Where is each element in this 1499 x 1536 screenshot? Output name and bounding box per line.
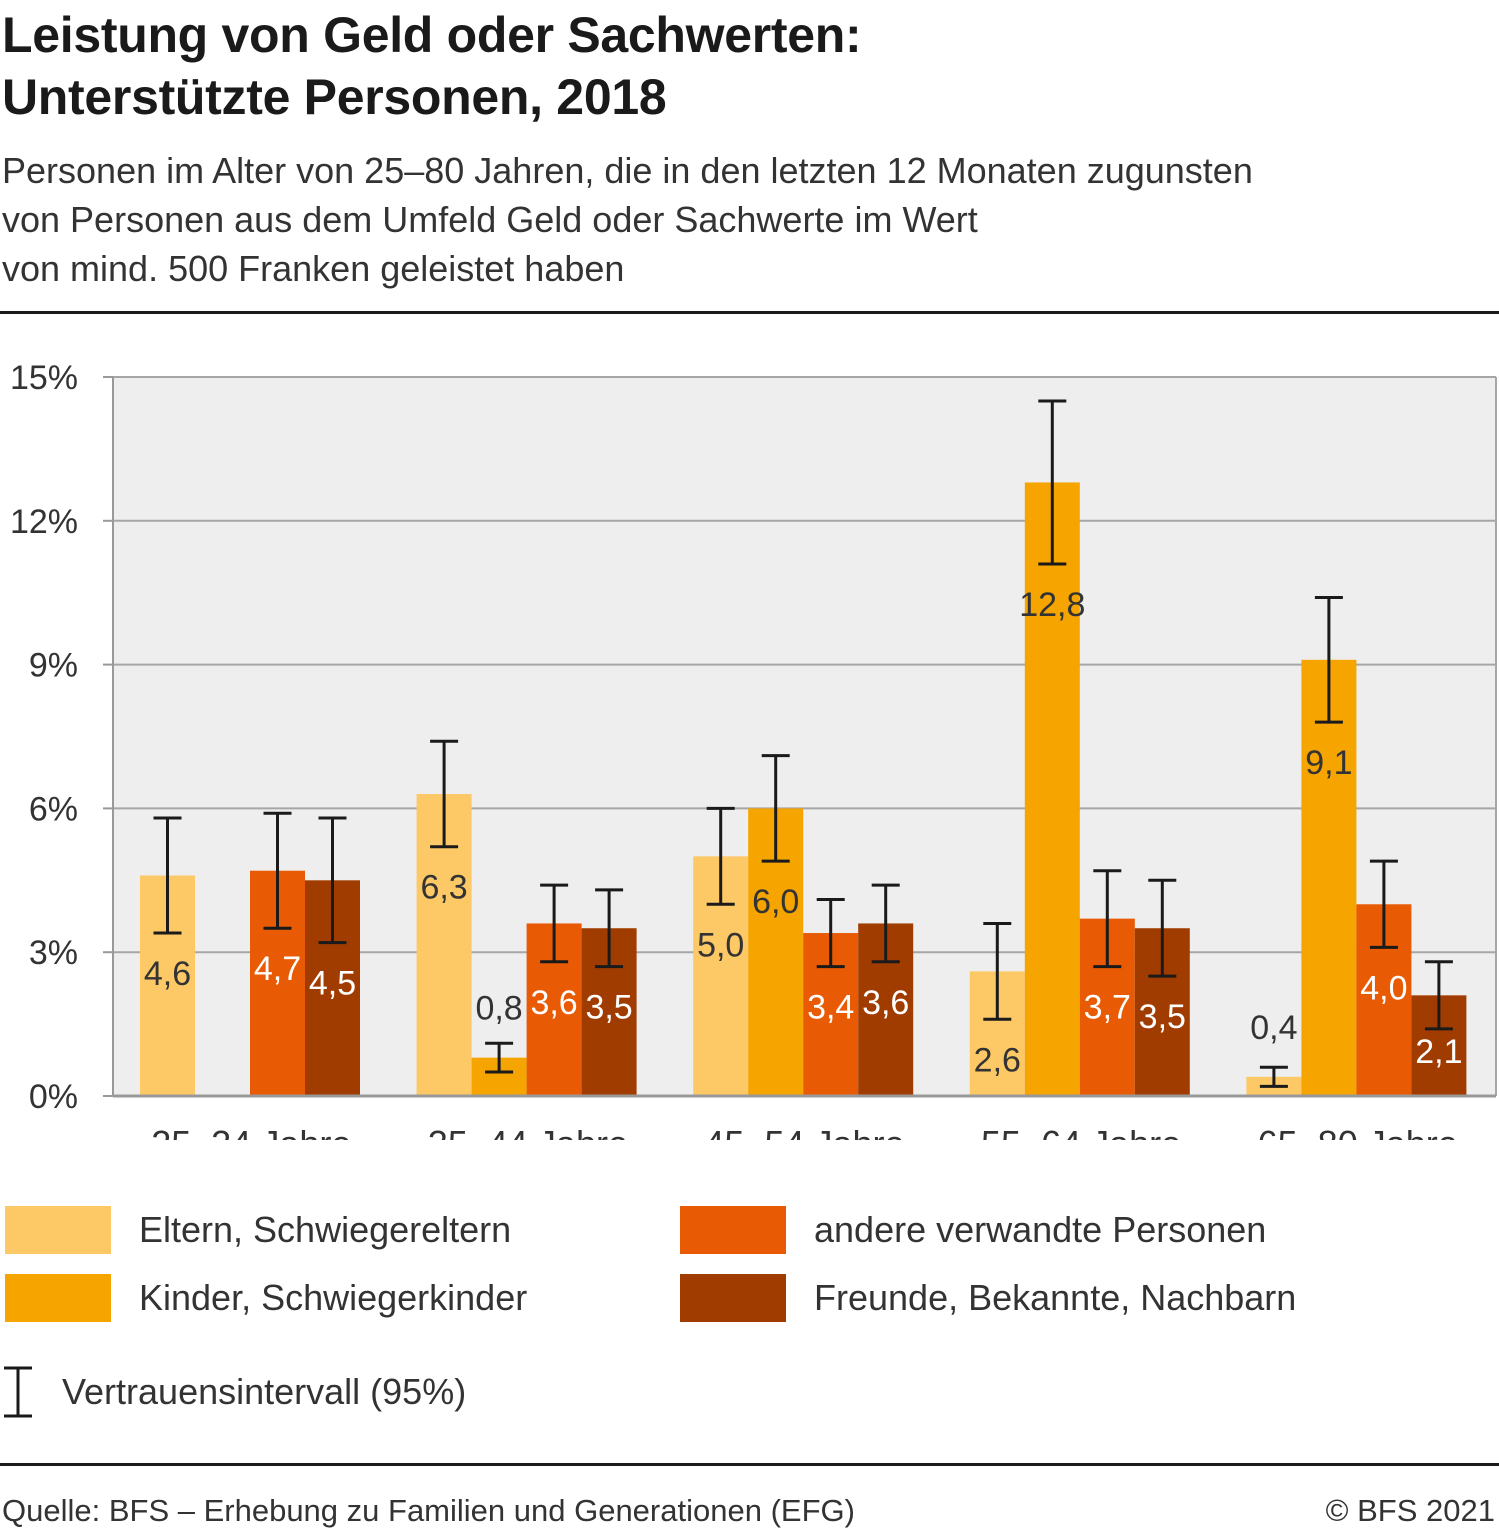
bar	[1024, 482, 1080, 1096]
data-label: 2,1	[1415, 1033, 1462, 1071]
error-bar-icon	[4, 1366, 32, 1418]
legend-label-freunde: Freunde, Bekannte, Nachbarn	[814, 1277, 1297, 1318]
data-label: 4,5	[309, 965, 356, 1003]
legend-swatch-freunde	[680, 1274, 786, 1322]
chart-title-line-1: Leistung von Geld oder Sachwerten:	[2, 7, 862, 63]
copyright-note: © BFS 2021	[1325, 1493, 1495, 1528]
data-label: 0,4	[1250, 1009, 1297, 1047]
data-label: 4,6	[144, 955, 191, 993]
data-label: 3,6	[862, 984, 909, 1022]
data-label: 5,0	[697, 926, 744, 964]
data-label: 4,0	[1360, 969, 1407, 1007]
legend-item-kinder: Kinder, Schwiegerkinder	[5, 1273, 527, 1323]
legend-item-freunde: Freunde, Bekannte, Nachbarn	[680, 1273, 1296, 1323]
data-label: 3,4	[807, 989, 854, 1027]
y-tick-label: 9%	[29, 647, 78, 685]
y-tick-label: 6%	[29, 790, 78, 828]
data-label: 3,5	[1139, 998, 1186, 1036]
data-label: 2,6	[974, 1041, 1021, 1079]
legend-label-eltern: Eltern, Schwiegereltern	[139, 1209, 512, 1250]
data-label: 0,8	[475, 990, 522, 1028]
data-label: 3,6	[530, 984, 577, 1022]
chart-subtitle-line-3: von mind. 500 Franken geleistet haben	[2, 248, 625, 289]
legend-swatch-eltern	[5, 1206, 111, 1254]
x-category-label: 35–44 Jahre	[428, 1123, 628, 1140]
chart-subtitle-line-2: von Personen aus dem Umfeld Geld oder Sa…	[2, 199, 978, 240]
legend-item-confidence-interval: Vertrauensintervall (95%)	[0, 1364, 466, 1420]
chart-subtitle: Personen im Alter von 25–80 Jahren, die …	[2, 146, 1253, 293]
legend-label-andere-verwandte: andere verwandte Personen	[814, 1209, 1267, 1250]
source-note: Quelle: BFS – Erhebung zu Familien und G…	[2, 1493, 855, 1528]
legend-item-eltern: Eltern, Schwiegereltern	[5, 1205, 511, 1255]
y-tick-label: 15%	[10, 359, 78, 397]
legend-swatch-kinder	[5, 1274, 111, 1322]
top-divider	[0, 311, 1499, 314]
x-category-label: 65–80 Jahre	[1258, 1123, 1458, 1140]
data-label: 4,7	[254, 950, 301, 988]
legend-label-confidence-interval: Vertrauensintervall (95%)	[62, 1371, 467, 1412]
chart-subtitle-line-1: Personen im Alter von 25–80 Jahren, die …	[2, 150, 1253, 191]
bar-chart: 0% 3% 6% 9% 12% 15% 4,6 4,74,5 25–34 Jahre 6,3 0,8…	[10, 359, 1497, 1140]
data-label: 6,0	[752, 883, 799, 921]
data-label: 6,3	[420, 869, 467, 907]
chart-title-line-2: Unterstützte Personen, 2018	[2, 69, 667, 125]
bar	[1301, 659, 1357, 1096]
data-label: 3,7	[1084, 989, 1131, 1027]
legend-item-andere-verwandte: andere verwandte Personen	[680, 1205, 1266, 1255]
x-category-label: 45–54 Jahre	[704, 1123, 904, 1140]
y-tick-label: 0%	[29, 1078, 78, 1116]
x-category-label: 25–34 Jahre	[151, 1123, 351, 1140]
data-label: 12,8	[1019, 586, 1085, 624]
x-category-label: 55–64 Jahre	[981, 1123, 1181, 1140]
bottom-divider	[0, 1463, 1499, 1466]
y-tick-label: 3%	[29, 934, 78, 972]
y-tick-label: 12%	[10, 503, 78, 541]
data-label: 3,5	[585, 989, 632, 1027]
chart-title: Leistung von Geld oder Sachwerten: Unter…	[2, 4, 862, 128]
legend-swatch-andere-verwandte	[680, 1206, 786, 1254]
legend-label-kinder: Kinder, Schwiegerkinder	[139, 1277, 528, 1318]
data-label: 9,1	[1305, 744, 1352, 782]
